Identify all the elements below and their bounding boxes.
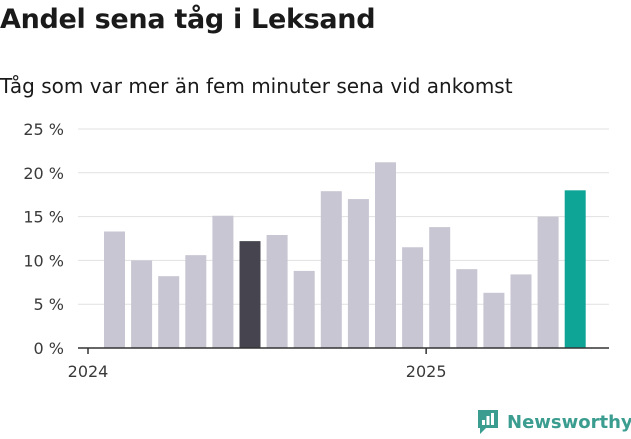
brand-name: Newsworthy [507, 411, 631, 433]
bar [158, 276, 180, 348]
chart-title: Andel sena tåg i Leksand [0, 4, 376, 35]
bar [537, 216, 559, 348]
bar [131, 260, 153, 348]
bar [564, 190, 586, 348]
bar [239, 241, 261, 348]
brand-logo: Newsworthy [476, 408, 631, 436]
y-tick-label: 0 % [34, 339, 64, 358]
bar [320, 191, 342, 348]
bar [212, 215, 234, 348]
x-tick-label: 2024 [68, 362, 109, 381]
y-tick-label: 25 % [23, 120, 64, 139]
bar [402, 247, 424, 348]
chart-subtitle: Tåg som var mer än fem minuter sena vid … [0, 74, 513, 98]
bar [456, 269, 478, 348]
y-tick-label: 15 % [23, 208, 64, 227]
y-tick-label: 10 % [23, 251, 64, 270]
bar [185, 255, 207, 348]
x-tick-label: 2025 [406, 362, 447, 381]
bar [293, 270, 315, 348]
bar [510, 274, 532, 348]
bar [266, 234, 288, 348]
y-tick-label: 20 % [23, 164, 64, 183]
bar [375, 162, 396, 348]
bar [483, 292, 505, 348]
y-tick-label: 5 % [34, 295, 64, 314]
newsworthy-icon [478, 410, 498, 434]
bar [104, 231, 125, 348]
bar [347, 199, 369, 348]
bar [429, 227, 451, 348]
